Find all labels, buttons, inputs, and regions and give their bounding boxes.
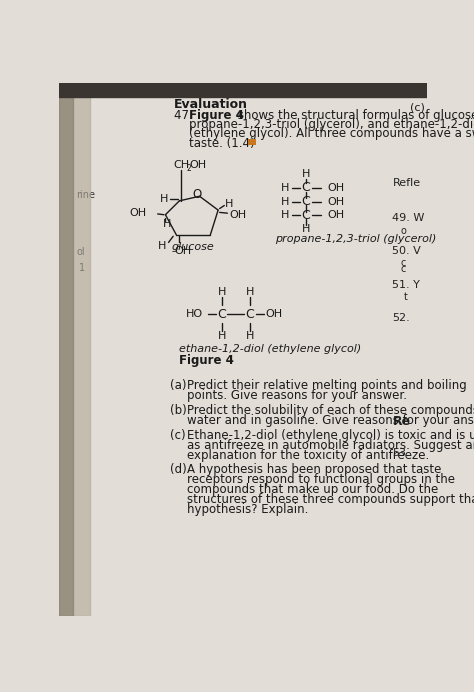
Text: H: H [301, 224, 310, 235]
Text: o: o [400, 226, 406, 236]
Text: H: H [163, 219, 171, 229]
Text: OH: OH [229, 210, 246, 220]
Text: ethane-1,2-diol (ethylene glycol): ethane-1,2-diol (ethylene glycol) [179, 344, 362, 354]
Text: water and in gasoline. Give reasons for your answer.: water and in gasoline. Give reasons for … [187, 414, 474, 427]
Text: (ethylene glycol). All three compounds have a sweet: (ethylene glycol). All three compounds h… [190, 127, 474, 140]
Text: H: H [160, 194, 168, 204]
Text: hypothesis? Explain.: hypothesis? Explain. [187, 504, 309, 516]
Bar [59, 83, 427, 97]
Text: (a): (a) [170, 379, 187, 392]
Text: C: C [246, 307, 254, 320]
Text: (b): (b) [170, 404, 187, 417]
Text: H: H [282, 210, 290, 221]
Text: 52.: 52. [392, 313, 410, 323]
Text: H: H [218, 331, 226, 340]
Text: C: C [218, 307, 227, 320]
Text: H: H [218, 287, 226, 298]
Text: C: C [301, 181, 310, 194]
Text: OH: OH [190, 161, 207, 170]
Text: H: H [301, 169, 310, 179]
Text: c: c [400, 258, 406, 268]
Text: H: H [158, 241, 166, 251]
Text: H: H [282, 183, 290, 193]
Text: OH: OH [328, 210, 345, 221]
Text: ol: ol [76, 248, 85, 257]
Text: propane-1,2,3-triol (glycerol), and ethane-1,2-diol: propane-1,2,3-triol (glycerol), and etha… [190, 118, 474, 131]
Text: Predict their relative melting points and boiling: Predict their relative melting points an… [187, 379, 467, 392]
Text: compounds that make up our food. Do the: compounds that make up our food. Do the [187, 484, 438, 496]
Text: 49. W: 49. W [392, 213, 425, 223]
Text: OH: OH [328, 183, 345, 193]
Text: as antifreeze in automobile radiators. Suggest an: as antifreeze in automobile radiators. S… [187, 439, 474, 452]
Text: (c): (c) [170, 429, 186, 441]
Text: c: c [400, 264, 406, 275]
Text: Refle: Refle [392, 178, 420, 188]
Text: 53.: 53. [392, 448, 410, 457]
Text: C: C [301, 209, 310, 222]
Text: 51. Y: 51. Y [392, 280, 420, 290]
Text: H: H [246, 287, 254, 298]
Text: OH: OH [328, 197, 345, 207]
Text: Figure 4: Figure 4 [190, 109, 244, 122]
Text: Predict the solubility of each of these compounds in: Predict the solubility of each of these … [187, 404, 474, 417]
Text: structures of these three compounds support that: structures of these three compounds supp… [187, 493, 474, 507]
Bar [59, 83, 73, 616]
Bar [247, 139, 256, 145]
Text: OH: OH [175, 246, 192, 255]
Text: 2: 2 [186, 164, 191, 173]
Text: OH: OH [265, 309, 283, 319]
Text: rine: rine [76, 190, 95, 200]
Text: OH: OH [130, 208, 147, 218]
Text: HO: HO [186, 309, 203, 319]
Text: Evaluation: Evaluation [174, 98, 248, 111]
Text: H: H [246, 331, 254, 340]
Text: H: H [225, 199, 233, 209]
Bar [59, 83, 90, 616]
Text: (d): (d) [170, 464, 187, 476]
Text: taste. (1.4): taste. (1.4) [190, 136, 255, 149]
Text: 47.: 47. [174, 109, 196, 122]
Text: propane-1,2,3-triol (glycerol): propane-1,2,3-triol (glycerol) [275, 234, 436, 244]
Text: O: O [192, 188, 202, 201]
Text: 50. V: 50. V [392, 246, 421, 256]
Text: explanation for the toxicity of antifreeze.: explanation for the toxicity of antifree… [187, 449, 429, 462]
Text: CH: CH [173, 161, 189, 170]
Text: glucose: glucose [172, 242, 214, 252]
Text: C: C [301, 195, 310, 208]
Text: shows the structural formulas of glucose,: shows the structural formulas of glucose… [235, 109, 474, 122]
Text: 1: 1 [80, 263, 85, 273]
Text: Re: Re [392, 415, 410, 428]
Text: A hypothesis has been proposed that taste: A hypothesis has been proposed that tast… [187, 464, 441, 476]
Text: H: H [282, 197, 290, 207]
Text: Figure 4: Figure 4 [179, 354, 234, 367]
Text: t: t [404, 292, 408, 302]
Text: points. Give reasons for your answer.: points. Give reasons for your answer. [187, 390, 407, 403]
Text: (c): (c) [410, 102, 424, 113]
Text: receptors respond to functional groups in the: receptors respond to functional groups i… [187, 473, 455, 486]
Text: Ethane-1,2-diol (ethylene glycol) is toxic and is used: Ethane-1,2-diol (ethylene glycol) is tox… [187, 429, 474, 441]
